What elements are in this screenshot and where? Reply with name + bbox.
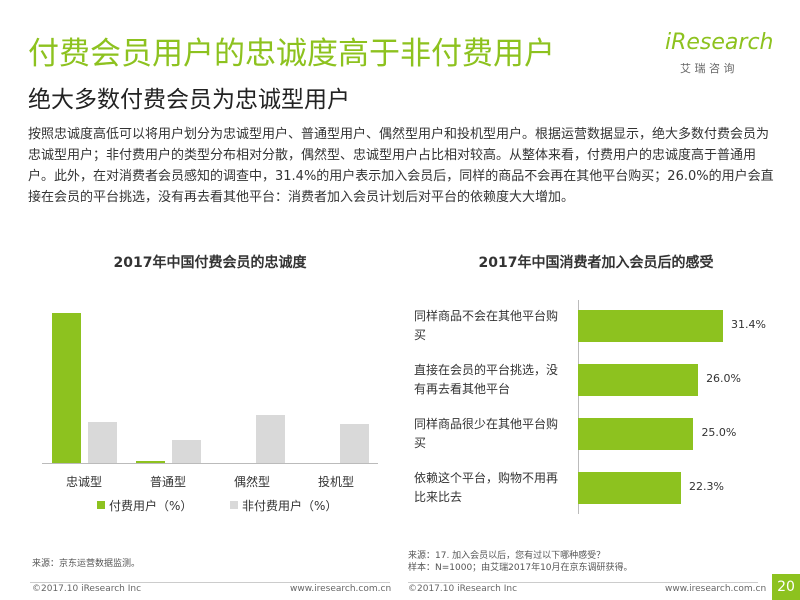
y-tick-label: 同样商品很少在其他平台购买: [414, 417, 559, 450]
logo: iResearch: [665, 30, 774, 55]
axis-line: [42, 463, 378, 464]
x-tick-label: 投机型: [317, 475, 354, 489]
bar: [52, 313, 81, 463]
y-tick-label: 同样商品不会在其他平台购买: [414, 309, 559, 342]
bar: [88, 421, 117, 463]
axis-line: [578, 300, 579, 514]
bar: [578, 472, 681, 504]
body-text: 按照忠诚度高低可以将用户划分为忠诚型用户、普通型用户、偶然型用户和投机型用户。根…: [28, 127, 774, 205]
slide-title: 付费会员用户的忠诚度高于非付费用户: [28, 36, 555, 72]
subtitle: 绝大多数付费会员为忠诚型用户: [28, 87, 350, 113]
legend-label: 付费用户（%）: [109, 499, 193, 513]
copyright: ©2017.10 iResearch Inc: [408, 584, 518, 594]
y-tick-label: 直接在会员的平台挑选，没有再去看其他平台: [414, 363, 559, 396]
bar: [172, 439, 201, 463]
logo-sub: 艾 瑞 咨 询: [680, 62, 735, 75]
bar: [578, 418, 694, 450]
value-label: 25.0%: [701, 426, 737, 439]
x-tick-label: 普通型: [149, 475, 186, 489]
legend-swatch: [97, 501, 105, 509]
x-tick-label: 忠诚型: [65, 475, 102, 489]
bar: [578, 364, 699, 396]
source: 样本：N=1000；由艾瑞2017年10月在京东调研获得。: [408, 563, 633, 573]
chart-title: 2017年中国消费者加入会员后的感受: [478, 255, 714, 271]
value-label: 22.3%: [688, 480, 724, 493]
source: 来源：京东运营数据监测。: [32, 559, 141, 569]
url: www.iresearch.com.cn: [665, 584, 767, 594]
page-number: 20: [772, 574, 800, 600]
chart-title: 2017年中国付费会员的忠诚度: [113, 255, 307, 271]
x-tick-label: 偶然型: [233, 475, 270, 489]
legend-swatch: [230, 501, 238, 509]
bar: [256, 415, 285, 463]
legend-label: 非付费用户（%）: [242, 499, 338, 513]
value-label: 26.0%: [706, 372, 742, 385]
source: 来源：17. 加入会员以后，您有过以下哪种感受？: [408, 551, 606, 561]
copyright: ©2017.10 iResearch Inc: [32, 584, 142, 594]
footer-rule: [408, 582, 758, 583]
bar: [578, 310, 723, 342]
value-label: 31.4%: [731, 318, 766, 331]
footer-rule: [30, 582, 390, 583]
y-tick-label: 依赖这个平台，购物不用再比来比去: [414, 471, 559, 504]
bar: [136, 460, 165, 463]
bar: [340, 423, 369, 463]
url: www.iresearch.com.cn: [290, 584, 392, 594]
